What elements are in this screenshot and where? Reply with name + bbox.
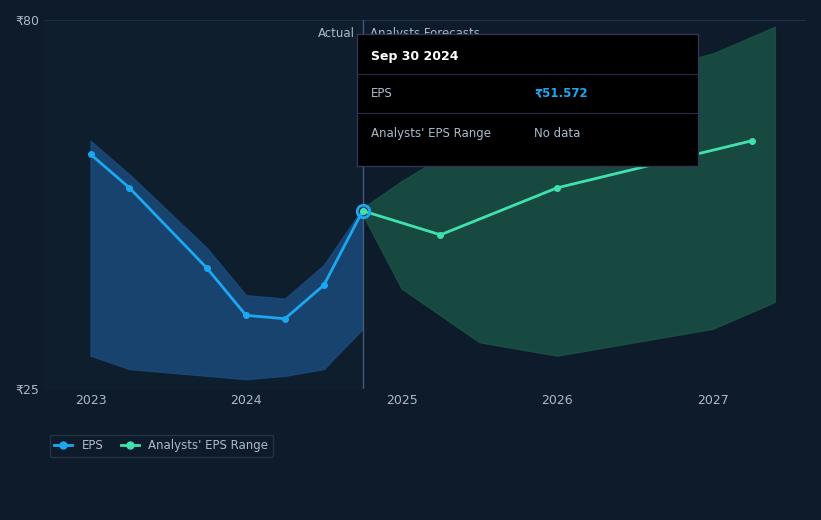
Text: ₹51.572: ₹51.572 bbox=[534, 87, 588, 100]
Bar bbox=[44, 20, 363, 389]
Text: Sep 30 2024: Sep 30 2024 bbox=[371, 50, 458, 63]
Text: No data: No data bbox=[534, 126, 580, 139]
Text: Analysts' EPS Range: Analysts' EPS Range bbox=[371, 126, 491, 139]
Legend: EPS, Analysts' EPS Range: EPS, Analysts' EPS Range bbox=[50, 435, 273, 457]
Text: Actual: Actual bbox=[318, 27, 355, 40]
Text: EPS: EPS bbox=[371, 87, 392, 100]
Text: Analysts Forecasts: Analysts Forecasts bbox=[370, 27, 480, 40]
